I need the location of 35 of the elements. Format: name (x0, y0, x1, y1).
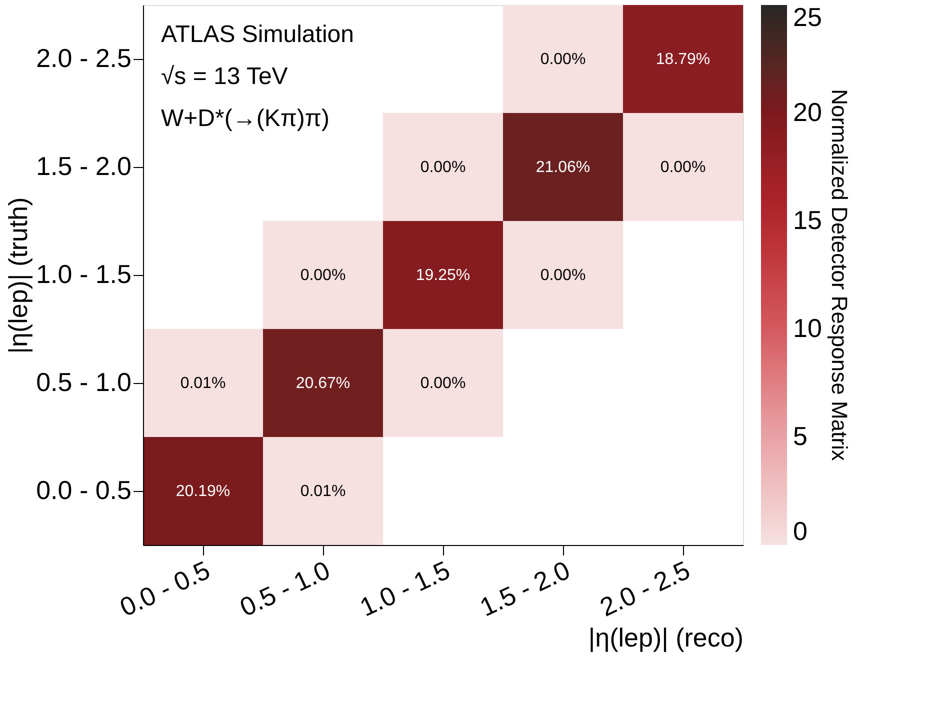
y-tick-label: 1.5 - 2.0 (36, 151, 132, 181)
data-label: 0.00% (300, 267, 346, 284)
data-label: 0.01% (300, 483, 346, 500)
data-label: 0.01% (180, 375, 226, 392)
color-bar-label: 20 (793, 97, 822, 127)
y-tick-label: 0.5 - 1.0 (36, 367, 132, 397)
x-axis-title: |η(lep)| (reco) (588, 622, 744, 652)
annotation: √s = 13 TeV (161, 63, 288, 90)
color-bar-label: 0 (793, 516, 808, 546)
color-bar-title: Normalized Detector Response Matrix (827, 89, 852, 461)
annotation: W+D*(→(Kπ)π) (161, 105, 330, 132)
data-label: 0.00% (420, 375, 466, 392)
data-label: 20.67% (296, 375, 350, 392)
x-tick-label: 0.0 - 0.5 (115, 554, 214, 622)
y-tick-label: 1.0 - 1.5 (36, 259, 132, 289)
y-tick-label: 0.0 - 0.5 (36, 475, 132, 505)
y-axis-title: |η(lep)| (truth) (3, 197, 34, 354)
data-label: 19.25% (416, 267, 470, 284)
data-label: 21.06% (536, 159, 590, 176)
color-bar-label: 15 (793, 205, 822, 235)
x-tick-label: 0.5 - 1.0 (235, 554, 334, 622)
data-label: 18.79% (656, 51, 710, 68)
data-label: 0.00% (540, 267, 586, 284)
data-label: 20.19% (176, 483, 230, 500)
x-tick-label: 1.0 - 1.5 (355, 554, 454, 622)
color-bar-label: 10 (793, 313, 822, 343)
color-bar-label: 5 (793, 421, 808, 451)
data-label: 0.00% (540, 51, 586, 68)
y-tick-label: 2.0 - 2.5 (36, 43, 132, 73)
color-bar-label: 25 (793, 2, 822, 32)
x-tick-label: 2.0 - 2.5 (595, 554, 694, 622)
annotation: ATLAS Simulation (161, 21, 354, 48)
data-label: 0.00% (420, 159, 466, 176)
data-label: 0.00% (660, 159, 706, 176)
x-tick-label: 1.5 - 2.0 (475, 554, 574, 622)
